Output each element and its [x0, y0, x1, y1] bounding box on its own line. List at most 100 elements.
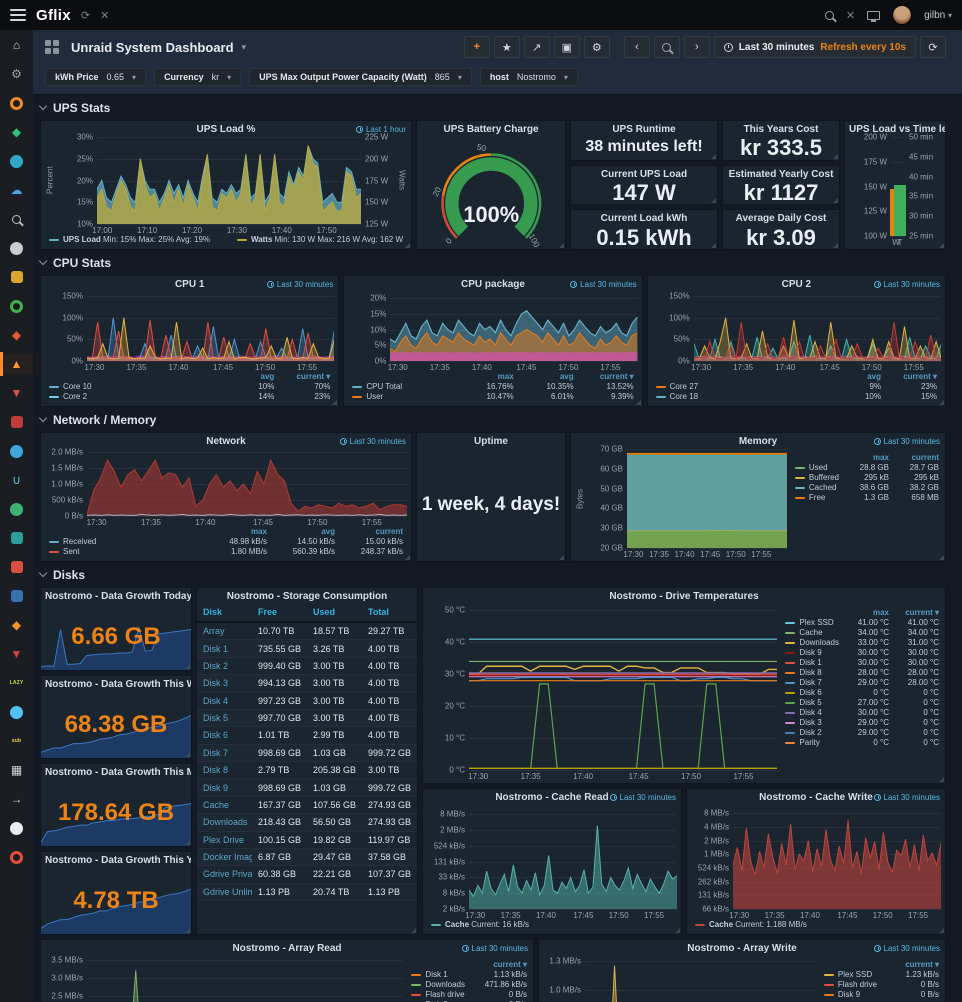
disk-name-link[interactable]: Downloads — [197, 813, 252, 832]
variable-host[interactable]: host Nostromo ▾ — [479, 68, 578, 86]
sidebar-app-search-icon[interactable] — [0, 209, 33, 229]
sidebar-app-lazy-icon[interactable]: LAZY — [9, 680, 24, 686]
variable-currency[interactable]: Currency kr ▾ — [154, 68, 242, 86]
legend-item[interactable]: Watts Min: 130 W Max: 216 W Avg: 162 W — [236, 235, 403, 244]
table-column-header[interactable]: Used — [307, 603, 362, 623]
legend-item[interactable]: Disk 9 — [823, 990, 877, 999]
sidebar-app-stripes-icon[interactable] — [0, 557, 33, 577]
legend-item[interactable]: Cache — [785, 628, 839, 637]
panel-title[interactable]: Nostromo - Cache Write Last 30 minutes — [759, 792, 940, 803]
table-column-header[interactable]: Disk — [197, 603, 252, 623]
legend-item[interactable]: Disk 3 — [785, 718, 839, 727]
sidebar-app-blue-square-icon[interactable] — [0, 586, 33, 606]
legend-item[interactable]: Downloads — [411, 980, 465, 989]
disk-name-link[interactable]: Disk 1 — [197, 639, 252, 658]
panel-time-range[interactable]: Last 30 minutes — [873, 793, 940, 802]
legend-column-header[interactable]: max — [872, 453, 889, 462]
legend-item[interactable]: UPS Load Min: 15% Max: 25% Avg: 19% — [49, 235, 210, 244]
legend-item[interactable]: Disk 5 — [785, 698, 839, 707]
dashboard-grid-icon[interactable] — [45, 40, 59, 54]
sidebar-app-grafana-icon[interactable]: ▲ — [0, 352, 33, 376]
menu-icon[interactable] — [10, 9, 26, 21]
panel-title[interactable]: Memory Last 30 minutes — [738, 436, 940, 447]
legend-item[interactable]: Used — [794, 463, 839, 472]
sidebar-app-green-dot-icon[interactable] — [0, 499, 33, 519]
settings-button[interactable]: ⚙ — [583, 36, 610, 58]
legend-column-header[interactable]: current ▾ — [296, 372, 331, 381]
panel-title[interactable]: This Years Cost — [743, 124, 819, 135]
section-ups-stats[interactable]: UPS Stats — [38, 99, 946, 116]
legend-item[interactable]: CPU Total — [352, 382, 453, 391]
legend-column-header[interactable]: avg — [321, 527, 335, 536]
panel-title[interactable]: Uptime — [474, 436, 508, 447]
disk-name-link[interactable]: Gdrive Unlimited — [197, 883, 252, 902]
disk-name-link[interactable]: Disk 7 — [197, 744, 252, 763]
panel-time-range[interactable]: Last 30 minutes — [339, 437, 406, 446]
legend-item[interactable]: Flash drive — [823, 980, 877, 989]
panel-title[interactable]: Nostromo - Cache Read Last 30 minutes — [495, 792, 676, 803]
legend-column-header[interactable]: current — [375, 527, 403, 536]
legend-item[interactable]: Plex SSD — [785, 618, 839, 627]
share-button[interactable]: ↗ — [523, 36, 550, 58]
legend-column-header[interactable]: avg — [260, 372, 275, 381]
disk-name-link[interactable]: Disk 3 — [197, 674, 252, 693]
panel-time-range[interactable]: Last 30 minutes — [873, 280, 940, 289]
legend-column-header[interactable]: current ▾ — [905, 960, 939, 969]
sidebar-logout-icon[interactable]: → — [10, 792, 23, 806]
legend-column-header[interactable]: max — [250, 527, 267, 536]
legend-column-header[interactable]: max — [497, 372, 514, 381]
sidebar-app-blue-drop-icon[interactable] — [0, 702, 33, 722]
table-column-header[interactable]: Free — [252, 603, 307, 623]
sidebar-app-amber-square-icon[interactable] — [0, 267, 33, 287]
sidebar-app-orange-diamond-icon[interactable]: ◆ — [11, 618, 22, 632]
legend-item[interactable]: Cache Current: 1.188 MB/s — [695, 920, 807, 929]
panel-title[interactable]: UPS Load vs Time left — [849, 124, 945, 135]
panel-title[interactable]: UPS Runtime — [612, 124, 676, 135]
refresh-button[interactable]: ⟳ — [920, 36, 946, 58]
disk-name-link[interactable]: Gdrive Private — [197, 865, 252, 884]
panel-title[interactable]: CPU 2 Last 30 minutes — [781, 279, 940, 290]
time-back-button[interactable]: ‹ — [623, 36, 650, 58]
legend-column-header[interactable]: current — [911, 453, 939, 462]
legend-item[interactable]: Disk 8 — [785, 668, 839, 677]
sidebar-settings-icon[interactable]: ⚙ — [11, 67, 22, 81]
panel-title[interactable]: Nostromo - Storage Consumption — [226, 591, 388, 602]
panel-time-range[interactable]: Last 30 minutes — [873, 944, 940, 953]
legend-column-header[interactable]: max — [872, 608, 889, 617]
sidebar-app-bank-icon[interactable]: ▦ — [10, 763, 23, 777]
panel-title[interactable]: Estimated Yearly Cost — [728, 168, 834, 180]
legend-item[interactable]: Cached — [794, 483, 839, 492]
panel-title[interactable]: Nostromo - Data Growth Today — [45, 591, 191, 602]
legend-column-header[interactable]: current ▾ — [599, 372, 634, 381]
sidebar-app-teal-dot-icon[interactable] — [0, 151, 33, 171]
sidebar-app-white-dot-icon[interactable] — [0, 238, 33, 258]
disk-name-link[interactable]: Disk 6 — [197, 726, 252, 745]
sidebar-app-red-diamond-icon[interactable]: ◆ — [11, 328, 22, 342]
section-cpu-stats[interactable]: CPU Stats — [38, 254, 946, 271]
legend-item[interactable]: Parity — [785, 738, 839, 747]
sidebar-app-github-icon[interactable] — [0, 818, 33, 838]
legend-item[interactable]: Core 10 — [49, 382, 218, 391]
disk-name-link[interactable]: Disk 4 — [197, 692, 252, 710]
sidebar-app-sub-icon[interactable]: sub — [11, 738, 22, 744]
star-button[interactable]: ★ — [493, 36, 520, 58]
legend-item[interactable]: Flash drive — [411, 990, 465, 999]
panel-title[interactable]: CPU 1 Last 30 minutes — [174, 279, 334, 290]
legend-item[interactable]: Core 27 — [655, 382, 825, 391]
variable-kwh-price[interactable]: kWh Price 0.65 ▾ — [45, 68, 147, 86]
sidebar-app-green-ring-icon[interactable] — [0, 296, 33, 316]
disk-name-link[interactable]: Disk 9 — [197, 778, 252, 797]
legend-item[interactable]: Disk 7 — [785, 678, 839, 687]
legend-item[interactable]: Disk 4 — [785, 708, 839, 717]
panel-title[interactable]: Nostromo - Data Growth This Year — [45, 855, 191, 866]
panel-title[interactable]: Nostromo - Drive Temperatures — [609, 591, 759, 602]
dashboard-title-caret-icon[interactable]: ▾ — [241, 41, 247, 52]
panel-title[interactable]: Current UPS Load — [600, 168, 688, 180]
disk-name-link[interactable]: Plex Drive — [197, 831, 252, 849]
legend-item[interactable]: Received — [49, 537, 199, 546]
panel-title[interactable]: Nostromo - Array Write Last 30 minutes — [687, 943, 940, 954]
legend-column-header[interactable]: current ▾ — [905, 608, 939, 617]
sidebar-app-blue-eye-icon[interactable] — [0, 441, 33, 461]
legend-item[interactable]: Disk 2 — [785, 728, 839, 737]
legend-item[interactable]: Disk 1 — [785, 658, 839, 667]
